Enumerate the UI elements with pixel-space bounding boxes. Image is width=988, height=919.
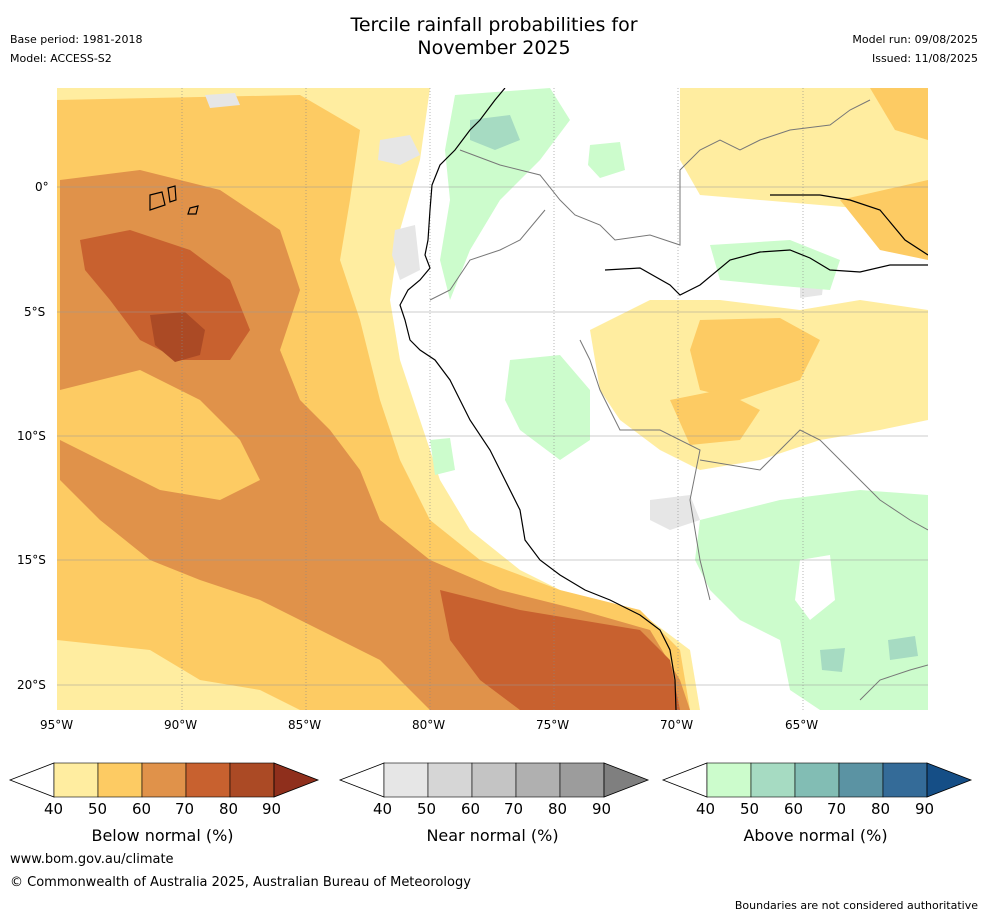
- colorbar-segment: [838, 762, 884, 798]
- cb0-tick-60: 60: [132, 800, 152, 818]
- colorbar-segment: [141, 762, 187, 798]
- colorbar-segment: [185, 762, 231, 798]
- cb2-tick-80: 80: [871, 800, 891, 818]
- near-normal-label: Near normal (%): [426, 826, 559, 845]
- colorbar-ticks: 40 50 60 70 80 90 40 50 60 70 80 90 40 5…: [0, 800, 988, 822]
- colorbar-over-triangle: [926, 762, 973, 798]
- cb0-tick-40: 40: [44, 800, 64, 818]
- colorbar-segment: [427, 762, 473, 798]
- country-borders: [429, 99, 928, 701]
- cb2-tick-40: 40: [696, 800, 716, 818]
- below-normal-label: Below normal (%): [91, 826, 234, 845]
- title-line-1: Tercile rainfall probabilities for: [350, 14, 638, 36]
- issued-label: Issued: 11/08/2025: [871, 52, 978, 65]
- colorbar-segment: [706, 762, 752, 798]
- colorbar-segment: [559, 762, 605, 798]
- lon-label-80w: 80°W: [412, 718, 446, 732]
- cb1-tick-70: 70: [504, 800, 524, 818]
- lat-label-15s: 15°S: [17, 553, 46, 567]
- lat-label-20s: 20°S: [17, 678, 46, 692]
- colorbar-under-triangle: [661, 762, 708, 798]
- disclaimer-label: Boundaries are not considered authoritat…: [734, 899, 978, 912]
- colorbar-segment: [471, 762, 517, 798]
- cb1-tick-80: 80: [548, 800, 568, 818]
- copyright-label: © Commonwealth of Australia 2025, Austra…: [10, 875, 471, 890]
- colorbar-segment: [229, 762, 275, 798]
- cb2-tick-50: 50: [740, 800, 760, 818]
- colorbar-under-triangle: [8, 762, 55, 798]
- coastline: [149, 88, 928, 710]
- colorbar-near-normal: [338, 762, 650, 798]
- map-field: [57, 88, 928, 710]
- model-run-label: Model run: 09/08/2025: [852, 33, 978, 46]
- lon-label-65w: 65°W: [785, 718, 819, 732]
- cb1-tick-60: 60: [461, 800, 481, 818]
- cb2-tick-90: 90: [915, 800, 935, 818]
- model-label: Model: ACCESS-S2: [10, 52, 112, 65]
- base-period-label: Base period: 1981-2018: [10, 33, 143, 46]
- colorbar-segment: [97, 762, 143, 798]
- cb0-tick-90: 90: [262, 800, 282, 818]
- page-title: Tercile rainfall probabilities for Novem…: [0, 14, 988, 60]
- colorbar-segment: [515, 762, 561, 798]
- cb0-tick-70: 70: [175, 800, 195, 818]
- lon-label-75w: 75°W: [536, 718, 570, 732]
- colorbar-below-normal: [8, 762, 320, 798]
- title-line-2: November 2025: [417, 37, 571, 59]
- colorbars: [8, 762, 973, 798]
- cb2-tick-60: 60: [784, 800, 804, 818]
- lat-label-0: 0°: [35, 180, 49, 194]
- colorbar-above-normal: [661, 762, 973, 798]
- colorbar-segment: [53, 762, 99, 798]
- cb1-tick-40: 40: [373, 800, 393, 818]
- colorbar-segment: [750, 762, 796, 798]
- cb1-tick-50: 50: [417, 800, 437, 818]
- cb1-tick-90: 90: [592, 800, 612, 818]
- website-label: www.bom.gov.au/climate: [10, 852, 174, 867]
- cb0-tick-80: 80: [219, 800, 239, 818]
- lat-label-10s: 10°S: [17, 429, 46, 443]
- colorbar-segment: [794, 762, 840, 798]
- colorbar-segment: [383, 762, 429, 798]
- lon-label-85w: 85°W: [288, 718, 322, 732]
- latitude-lines: [57, 186, 928, 686]
- lat-label-5s: 5°S: [24, 305, 46, 319]
- colorbar-segment: [882, 762, 928, 798]
- above-normal-label: Above normal (%): [743, 826, 888, 845]
- colorbar-under-triangle: [338, 762, 385, 798]
- cb2-tick-70: 70: [827, 800, 847, 818]
- lon-label-70w: 70°W: [660, 718, 694, 732]
- colorbar-over-triangle: [603, 762, 650, 798]
- cb0-tick-50: 50: [88, 800, 108, 818]
- lon-label-95w: 95°W: [40, 718, 74, 732]
- lon-label-90w: 90°W: [164, 718, 198, 732]
- colorbar-over-triangle: [273, 762, 320, 798]
